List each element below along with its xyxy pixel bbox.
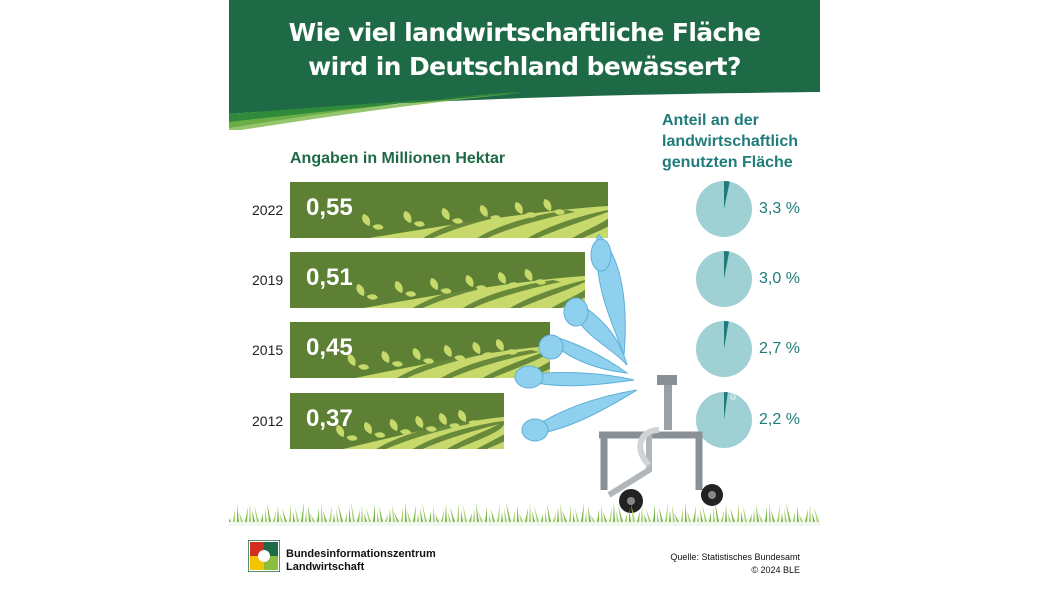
percentage-label: 3,3 % xyxy=(759,200,800,217)
pie-slice xyxy=(724,181,730,209)
bar: 0,37 xyxy=(290,393,504,449)
bar: 0,45 xyxy=(290,322,550,378)
share-heading-line-2: landwirtschaftlich xyxy=(662,133,799,150)
percentage-label: 2,2 % xyxy=(759,411,800,428)
year-label: 2019 xyxy=(252,272,284,288)
share-heading-line-1: Anteil an der xyxy=(662,112,759,129)
infographic-card: Wie viel landwirtschaftliche Fläche wird… xyxy=(229,0,820,590)
share-heading: Anteil an der landwirtschaftlich genutzt… xyxy=(662,110,798,173)
source-block: Quelle: Statistisches Bundesamt © 2024 B… xyxy=(670,551,800,577)
percentage-label: 2,7 % xyxy=(759,340,800,357)
bar-value-label: 0,45 xyxy=(306,334,353,361)
pie-chart xyxy=(696,251,752,307)
bar-field-graphic xyxy=(290,182,608,238)
source-text: Quelle: Statistisches Bundesamt xyxy=(670,552,800,562)
year-label: 2022 xyxy=(252,202,284,218)
pie-chart xyxy=(696,392,752,448)
bar-value-label: 0,51 xyxy=(306,264,353,291)
bar-field-graphic xyxy=(290,393,504,449)
bar-field-graphic xyxy=(290,322,550,378)
organization-name: Bundesinformationszentrum Landwirtschaft xyxy=(286,548,436,574)
title-line-1: Wie viel landwirtschaftliche Fläche xyxy=(288,18,761,47)
year-label: 2012 xyxy=(252,413,284,429)
pie-chart xyxy=(696,181,752,237)
title-line-2: wird in Deutschland bewässert? xyxy=(308,52,741,81)
bar-value-label: 0,37 xyxy=(306,405,353,432)
organization-line-1: Bundesinformationszentrum xyxy=(286,548,436,560)
organization-line-2: Landwirtschaft xyxy=(286,561,365,573)
sprinkler-illustration xyxy=(514,234,723,513)
percentage-label: 3,0 % xyxy=(759,270,800,287)
year-label: 2015 xyxy=(252,342,284,358)
bar-value-label: 0,55 xyxy=(306,194,353,221)
pie-slice xyxy=(724,392,728,420)
share-heading-line-3: genutzten Fläche xyxy=(662,154,793,171)
unit-label: Angaben in Millionen Hektar xyxy=(290,150,506,167)
copyright-text: © 2024 BLE xyxy=(751,565,800,575)
ble-logo-icon xyxy=(248,540,280,572)
header-banner xyxy=(229,0,820,130)
pie-chart xyxy=(696,321,752,377)
pie-slice xyxy=(724,321,729,349)
pie-slice xyxy=(724,251,730,279)
grass-strip xyxy=(229,502,820,526)
bar: 0,55 xyxy=(290,182,608,238)
watermark-text: © BLE xyxy=(729,376,738,400)
